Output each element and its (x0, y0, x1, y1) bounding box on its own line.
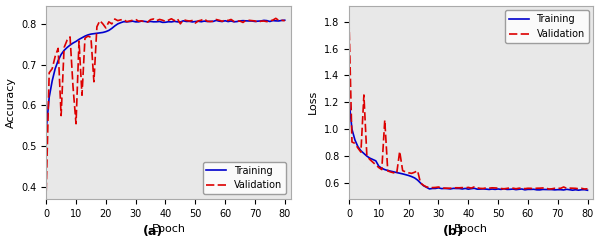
X-axis label: Epoch: Epoch (151, 224, 185, 234)
Validation (476, 187, 484, 190)
Training (236, 19, 244, 22)
Training (494, 187, 502, 190)
Training (560, 189, 567, 192)
Validation (218, 20, 226, 23)
Text: (b): (b) (443, 225, 463, 238)
Validation (174, 17, 181, 20)
Validation (43, 190, 50, 192)
Training (584, 189, 591, 192)
X-axis label: Epoch: Epoch (454, 224, 488, 234)
Training (248, 20, 256, 23)
Training (346, 98, 353, 101)
Line: Training: Training (46, 20, 285, 130)
Training (521, 188, 529, 191)
Validation (281, 19, 289, 22)
Validation (539, 186, 547, 189)
Legend: Training, Validation: Training, Validation (505, 10, 589, 43)
Validation (545, 188, 553, 191)
Training (476, 188, 484, 191)
Line: Training: Training (349, 100, 587, 190)
Line: Validation: Validation (46, 18, 285, 191)
Y-axis label: Accuracy: Accuracy (5, 77, 16, 128)
Validation (191, 22, 199, 24)
Validation (563, 187, 570, 190)
Y-axis label: Loss: Loss (308, 90, 319, 114)
Validation (554, 187, 561, 190)
Training (43, 128, 50, 131)
Training (191, 20, 199, 23)
Validation (521, 187, 529, 190)
Training (174, 20, 181, 23)
Training (539, 188, 547, 191)
Legend: Training, Validation: Training, Validation (203, 162, 286, 194)
Text: (a): (a) (143, 225, 163, 238)
Line: Validation: Validation (349, 20, 587, 189)
Training (257, 20, 265, 23)
Training (218, 20, 226, 23)
Validation (248, 19, 256, 22)
Validation (272, 17, 280, 20)
Training (551, 188, 559, 191)
Validation (346, 19, 353, 22)
Validation (257, 20, 265, 23)
Validation (494, 187, 502, 190)
Validation (236, 20, 244, 23)
Validation (584, 187, 591, 190)
Training (281, 19, 289, 22)
